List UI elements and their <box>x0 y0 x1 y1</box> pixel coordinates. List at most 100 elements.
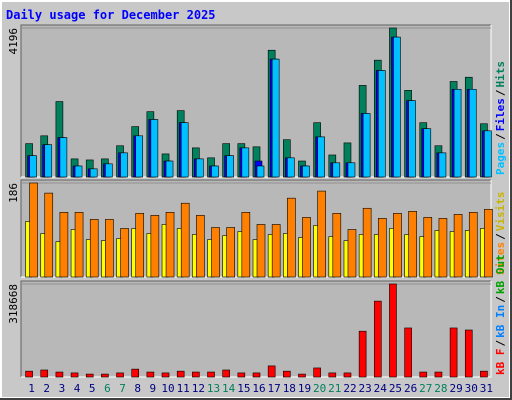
bar <box>120 152 128 178</box>
bar <box>317 136 325 178</box>
bar <box>464 329 473 378</box>
bar <box>434 371 443 378</box>
legend-label: kB Out <box>494 254 507 294</box>
bar <box>468 88 477 178</box>
bar <box>89 219 99 278</box>
bar <box>101 373 109 378</box>
bar <box>207 371 215 378</box>
x-tick-label: 17 <box>268 382 281 395</box>
x-tick-label: 28 <box>434 382 447 395</box>
bar <box>252 372 261 378</box>
bar <box>362 113 371 178</box>
x-tick-label: 23 <box>359 382 372 395</box>
bar <box>449 327 458 378</box>
bar <box>423 217 433 278</box>
legend-label: kB F <box>494 349 507 376</box>
bar <box>302 165 310 178</box>
bar <box>165 160 174 178</box>
bar <box>287 197 296 278</box>
bar <box>74 212 84 278</box>
legend-separator: / <box>494 133 507 140</box>
bar <box>408 211 417 278</box>
x-tick-label: 14 <box>222 382 236 395</box>
bar <box>377 218 387 278</box>
bar <box>377 70 386 178</box>
bar <box>196 158 204 178</box>
bar <box>271 58 280 178</box>
x-tick-label: 31 <box>480 382 493 395</box>
bar <box>44 144 53 178</box>
x-tick-label: 19 <box>298 382 311 395</box>
bar <box>419 371 428 378</box>
bar <box>116 372 124 378</box>
bar <box>256 224 266 278</box>
x-tick-label: 30 <box>465 382 478 395</box>
x-tick-label: 5 <box>89 382 96 395</box>
x-tick-label: 18 <box>283 382 296 395</box>
bar <box>287 157 295 178</box>
bar <box>423 128 432 178</box>
legend-label: Files <box>494 98 507 131</box>
bar <box>59 137 68 178</box>
bar <box>59 212 69 278</box>
bar <box>453 214 463 278</box>
bar <box>161 372 170 378</box>
bar <box>180 122 189 178</box>
x-tick-label: 22 <box>343 382 356 395</box>
bar <box>484 208 493 278</box>
bar <box>480 370 488 378</box>
chart-title: Daily usage for December 2025 <box>6 8 216 22</box>
bar <box>408 100 416 178</box>
bar <box>196 215 205 278</box>
x-tick-label: 8 <box>134 382 141 395</box>
bar <box>453 88 462 178</box>
bar <box>484 130 492 178</box>
legend-separator: / <box>494 89 507 96</box>
bar <box>332 213 342 278</box>
bar <box>283 370 291 378</box>
bar <box>298 373 306 378</box>
x-tick-label: 10 <box>161 382 174 395</box>
bar <box>468 212 478 278</box>
bar <box>347 162 356 178</box>
bar <box>271 224 281 278</box>
bar <box>393 36 401 178</box>
bar <box>302 217 311 278</box>
bar <box>241 212 251 278</box>
legend-label: Sites <box>494 242 507 275</box>
bar <box>150 119 159 178</box>
bar <box>85 373 94 378</box>
y-tick-label: 4196 <box>7 28 20 55</box>
bar <box>362 207 372 278</box>
legend-label: Pages <box>494 142 507 175</box>
bar <box>105 219 114 278</box>
x-tick-label: 25 <box>389 382 402 395</box>
bar <box>40 369 49 378</box>
bar <box>89 168 98 178</box>
x-tick-label: 20 <box>313 382 326 395</box>
bar <box>332 162 341 178</box>
bar <box>165 212 175 278</box>
bar <box>317 190 326 278</box>
legend-label: kB In <box>494 305 507 338</box>
bar <box>438 218 448 278</box>
bar <box>328 372 337 378</box>
bar <box>393 213 402 278</box>
bar <box>438 152 447 178</box>
bar <box>347 229 357 278</box>
panel-bevel-dark <box>20 24 491 177</box>
x-tick-label: 26 <box>404 382 417 395</box>
bar <box>150 215 160 278</box>
x-tick-label: 6 <box>104 382 111 395</box>
bar <box>389 283 397 378</box>
bar <box>373 300 382 378</box>
x-tick-label: 2 <box>43 382 50 395</box>
panel-bevel-dark <box>20 179 491 277</box>
x-tick-label: 7 <box>119 382 126 395</box>
bar <box>146 371 155 378</box>
legend-separator: / <box>494 233 507 240</box>
bar <box>131 368 140 378</box>
legend-label: Visits <box>494 192 507 232</box>
